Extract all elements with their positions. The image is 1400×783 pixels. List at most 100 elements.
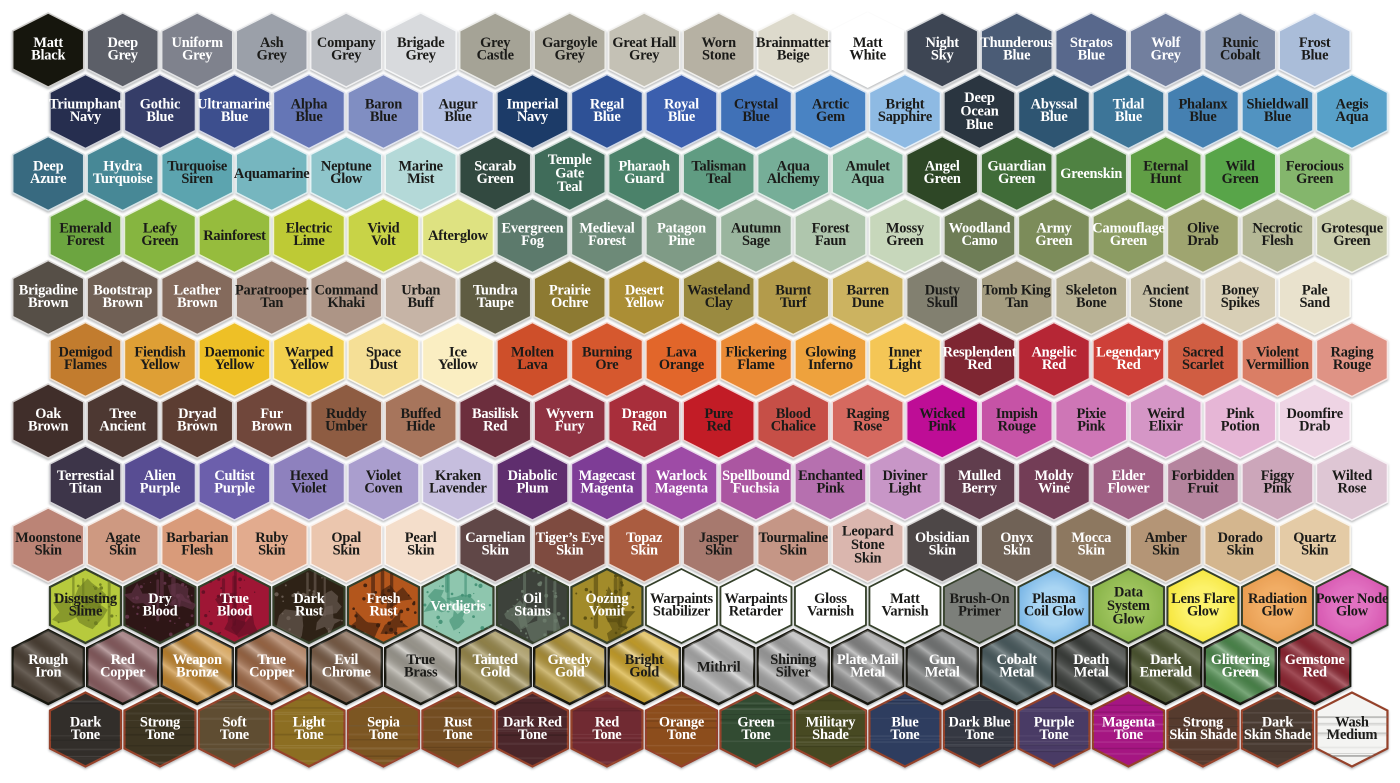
svg-text:Skin: Skin	[556, 543, 583, 559]
svg-text:Amulet: Amulet	[846, 159, 891, 175]
svg-text:Opal: Opal	[331, 530, 361, 546]
svg-text:Brown: Brown	[28, 295, 69, 311]
svg-text:Tree: Tree	[109, 406, 136, 422]
svg-text:Electric: Electric	[286, 221, 333, 237]
svg-text:Rouge: Rouge	[998, 419, 1037, 435]
svg-text:Ore: Ore	[595, 357, 619, 373]
svg-text:Cultist: Cultist	[214, 468, 255, 484]
svg-text:Wilted: Wilted	[1332, 468, 1372, 484]
svg-text:Glow: Glow	[330, 171, 363, 187]
svg-text:Green: Green	[1222, 171, 1259, 187]
svg-text:Dry: Dry	[148, 591, 172, 607]
svg-text:Violet: Violet	[366, 468, 401, 484]
svg-text:Coil Glow: Coil Glow	[1024, 604, 1085, 620]
svg-text:Varnish: Varnish	[807, 604, 854, 620]
svg-text:Blue: Blue	[742, 109, 770, 125]
svg-text:Radiation: Radiation	[1248, 591, 1307, 607]
svg-text:Fur: Fur	[260, 406, 283, 422]
svg-text:Taupe: Taupe	[477, 295, 515, 311]
svg-text:Buff: Buff	[408, 295, 435, 311]
svg-text:Brigade: Brigade	[397, 35, 445, 51]
svg-text:Forest: Forest	[812, 221, 850, 237]
svg-text:Ocean: Ocean	[960, 104, 998, 120]
svg-text:Elixir: Elixir	[1149, 419, 1184, 435]
svg-text:Aqua: Aqua	[777, 159, 810, 175]
svg-text:Pure: Pure	[704, 406, 733, 422]
svg-text:Tone: Tone	[1039, 727, 1069, 743]
svg-text:Crystal: Crystal	[734, 97, 778, 113]
svg-text:Glittering: Glittering	[1211, 652, 1271, 668]
svg-text:Stabilizer: Stabilizer	[653, 604, 711, 620]
svg-text:Pink: Pink	[1226, 406, 1254, 422]
svg-text:Grotesque: Grotesque	[1321, 221, 1384, 237]
svg-text:Aqua: Aqua	[1336, 109, 1369, 125]
svg-text:Faun: Faun	[815, 233, 846, 249]
svg-text:Brown: Brown	[177, 295, 218, 311]
svg-text:Hunt: Hunt	[1150, 171, 1182, 187]
svg-text:Blue: Blue	[444, 109, 472, 125]
svg-text:Alchemy: Alchemy	[767, 171, 821, 187]
svg-text:Iron: Iron	[35, 665, 61, 681]
svg-text:Glowing: Glowing	[805, 345, 857, 361]
svg-text:Tone: Tone	[71, 727, 101, 743]
svg-text:Volt: Volt	[371, 233, 396, 249]
svg-text:Pale: Pale	[1302, 283, 1328, 299]
svg-text:Power Node: Power Node	[1316, 591, 1389, 607]
svg-text:Plasma: Plasma	[1032, 591, 1076, 607]
svg-text:Warped: Warped	[285, 345, 334, 361]
svg-text:Glow: Glow	[1187, 604, 1220, 620]
svg-text:Tomb King: Tomb King	[983, 283, 1052, 299]
svg-text:Rust: Rust	[444, 715, 472, 731]
svg-text:Ferocious: Ferocious	[1286, 159, 1344, 175]
svg-text:Deep: Deep	[964, 90, 995, 106]
svg-text:Command: Command	[315, 283, 379, 299]
svg-text:Leather: Leather	[174, 283, 222, 299]
svg-text:Necrotic: Necrotic	[1252, 221, 1303, 237]
svg-text:Sacred: Sacred	[1182, 345, 1223, 361]
svg-text:Diabolic: Diabolic	[508, 468, 558, 484]
svg-text:Inferno: Inferno	[808, 357, 853, 373]
svg-text:Wild: Wild	[1226, 159, 1256, 175]
svg-text:Skin: Skin	[1301, 543, 1328, 559]
svg-text:Barbarian: Barbarian	[166, 530, 228, 546]
svg-text:Military: Military	[806, 715, 857, 731]
svg-text:Data: Data	[1114, 584, 1143, 600]
svg-text:Fury: Fury	[555, 419, 586, 435]
svg-text:Carnelian: Carnelian	[465, 530, 525, 546]
svg-text:Potion: Potion	[1221, 419, 1260, 435]
svg-text:Stratos: Stratos	[1070, 35, 1113, 51]
svg-text:Boney: Boney	[1222, 283, 1260, 299]
svg-text:Medium: Medium	[1327, 727, 1378, 743]
svg-text:Wine: Wine	[1038, 481, 1071, 497]
svg-text:Rose: Rose	[1338, 481, 1368, 497]
svg-text:Skin Shade: Skin Shade	[1169, 727, 1237, 743]
svg-text:Chrome: Chrome	[322, 665, 372, 681]
svg-text:Grey: Grey	[1151, 48, 1182, 64]
svg-text:Blue: Blue	[295, 109, 323, 125]
svg-text:Red: Red	[595, 715, 619, 731]
svg-text:Green: Green	[924, 171, 961, 187]
svg-text:Blue: Blue	[593, 109, 621, 125]
svg-text:Burning: Burning	[582, 345, 633, 361]
svg-text:Forbidden: Forbidden	[1171, 468, 1234, 484]
svg-text:Sky: Sky	[931, 48, 955, 64]
svg-text:Orange: Orange	[659, 357, 705, 373]
svg-text:Gold: Gold	[480, 665, 510, 681]
svg-text:Silver: Silver	[776, 665, 812, 681]
svg-text:Dark Red: Dark Red	[503, 715, 562, 731]
svg-text:Shade: Shade	[812, 727, 849, 743]
svg-text:Angel: Angel	[925, 159, 960, 175]
svg-text:Tone: Tone	[1114, 727, 1144, 743]
svg-text:Sepia: Sepia	[367, 715, 400, 731]
svg-text:Tundra: Tundra	[473, 283, 518, 299]
svg-text:Doomfire: Doomfire	[1286, 406, 1343, 422]
svg-text:Raging: Raging	[1331, 345, 1375, 361]
svg-text:Copper: Copper	[249, 665, 295, 681]
svg-text:Army: Army	[1036, 221, 1072, 237]
svg-text:Quartz: Quartz	[1293, 530, 1337, 546]
svg-text:Stains: Stains	[514, 604, 551, 620]
svg-text:Dark: Dark	[1262, 715, 1293, 731]
svg-text:Skin: Skin	[407, 543, 434, 559]
svg-text:Dark Blue: Dark Blue	[949, 715, 1012, 731]
svg-text:Aquamarine: Aquamarine	[234, 166, 310, 182]
